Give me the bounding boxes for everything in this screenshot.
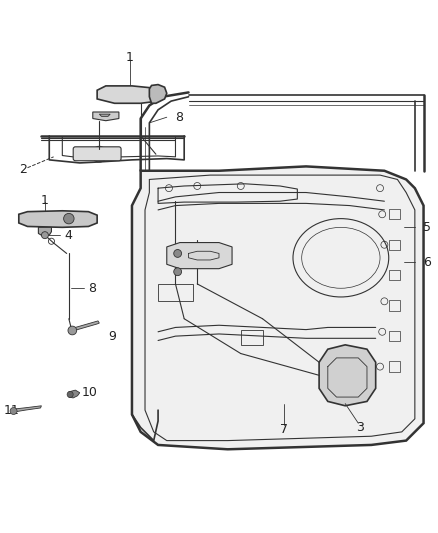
Bar [389, 301, 399, 311]
Circle shape [67, 391, 73, 398]
Circle shape [174, 268, 182, 276]
Circle shape [68, 326, 77, 335]
Polygon shape [97, 86, 162, 103]
Polygon shape [12, 406, 42, 413]
Text: 3: 3 [357, 421, 364, 434]
Polygon shape [39, 228, 51, 236]
FancyBboxPatch shape [73, 147, 121, 161]
Bar [389, 361, 399, 372]
Text: 7: 7 [280, 423, 288, 436]
Circle shape [64, 213, 74, 224]
Polygon shape [69, 390, 80, 398]
Bar [389, 331, 399, 341]
Text: 5: 5 [423, 221, 431, 234]
Bar [389, 239, 399, 250]
Polygon shape [70, 321, 99, 332]
Bar [389, 270, 399, 280]
Polygon shape [132, 166, 424, 449]
Bar [389, 209, 399, 220]
Circle shape [42, 232, 48, 239]
Circle shape [10, 408, 17, 415]
Text: 8: 8 [176, 111, 184, 124]
Text: 10: 10 [82, 386, 98, 399]
Text: 4: 4 [64, 229, 72, 241]
Polygon shape [93, 112, 119, 120]
Text: 8: 8 [88, 282, 96, 295]
Polygon shape [99, 114, 110, 116]
Polygon shape [149, 85, 167, 103]
Bar [241, 329, 262, 345]
Text: 1: 1 [126, 51, 134, 64]
Text: 9: 9 [108, 329, 116, 343]
Text: 2: 2 [19, 163, 27, 176]
Bar [158, 284, 193, 301]
Circle shape [174, 249, 182, 257]
Text: 1: 1 [41, 194, 49, 207]
Text: 6: 6 [423, 256, 431, 269]
Polygon shape [319, 345, 376, 406]
Text: 11: 11 [4, 405, 19, 417]
Polygon shape [19, 211, 97, 228]
Polygon shape [167, 243, 232, 269]
